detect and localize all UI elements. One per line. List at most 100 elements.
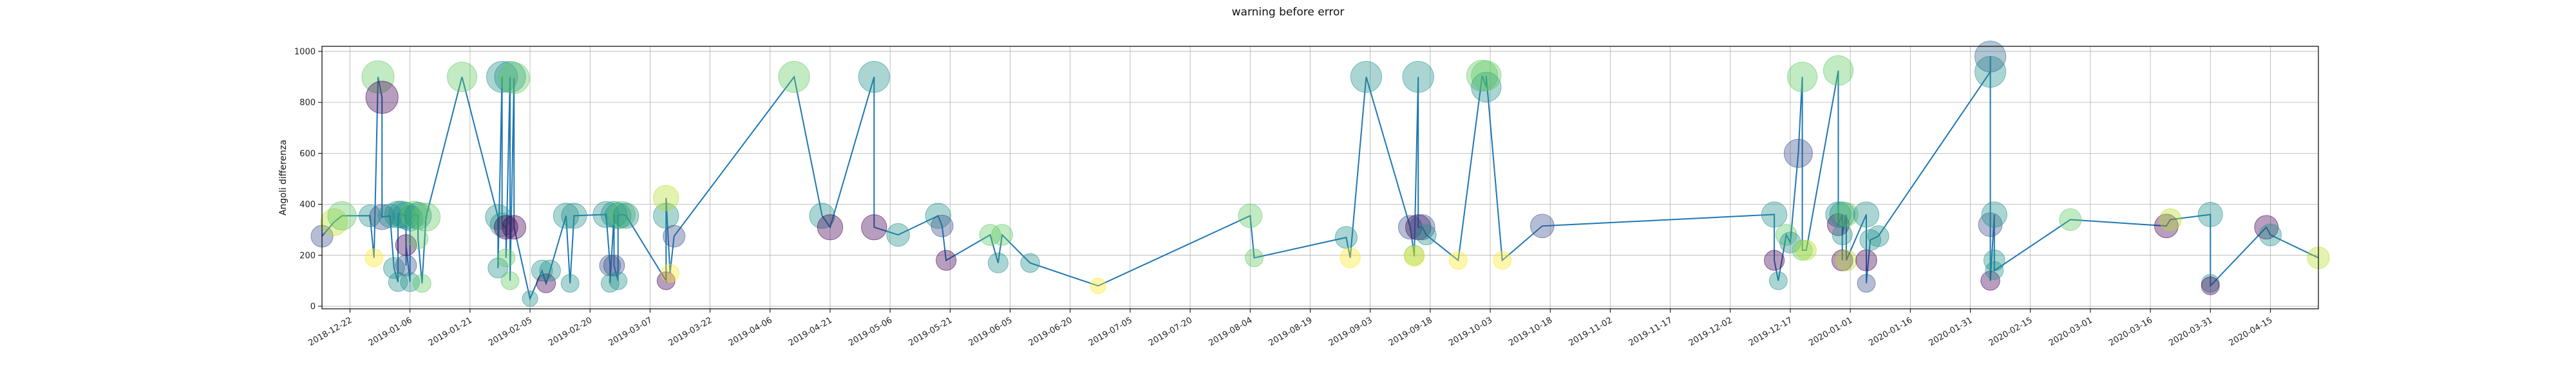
data-point — [1985, 261, 2004, 280]
data-point — [1471, 71, 1502, 102]
data-point — [1238, 203, 1263, 228]
plot-area-frame — [321, 46, 2319, 309]
data-point — [361, 60, 395, 94]
data-point — [1775, 224, 1797, 246]
data-point — [1835, 249, 1857, 271]
data-point — [1466, 59, 1499, 92]
data-point — [489, 212, 515, 237]
data-point — [2154, 214, 2179, 239]
data-point — [931, 214, 954, 237]
data-point — [1493, 251, 1512, 270]
data-point — [404, 202, 432, 230]
data-point — [400, 272, 420, 292]
data-point — [1834, 202, 1859, 227]
data-point — [1825, 201, 1852, 228]
data-point — [502, 215, 527, 240]
data-point — [1416, 225, 1437, 246]
y-tick-label: 0 — [310, 302, 316, 312]
data-point — [408, 228, 429, 250]
data-point — [412, 202, 441, 232]
data-point — [661, 264, 679, 282]
chart-title: warning before error — [1232, 6, 1345, 19]
data-point — [1857, 273, 1876, 293]
data-point — [778, 60, 810, 93]
data-point — [359, 204, 382, 227]
data-point — [592, 201, 620, 228]
data-point — [522, 290, 538, 307]
data-point — [1764, 250, 1785, 271]
data-point — [1981, 201, 2007, 228]
data-point — [979, 224, 1001, 246]
data-point — [2201, 273, 2220, 293]
y-tick-label: 200 — [299, 251, 316, 261]
data-point — [539, 259, 561, 282]
data-point — [991, 224, 1013, 246]
data-point — [1334, 226, 1358, 249]
data-point — [1768, 271, 1788, 290]
data-point — [497, 248, 516, 268]
data-point — [395, 234, 417, 256]
data-point — [600, 273, 620, 293]
data-point — [1530, 214, 1555, 239]
data-point — [2159, 208, 2182, 231]
data-point — [1867, 225, 1889, 247]
data-point — [397, 205, 423, 232]
data-point — [1020, 253, 1040, 273]
data-point — [1402, 60, 1434, 93]
data-point — [498, 62, 530, 95]
data-point — [1448, 251, 1468, 270]
data-point — [1826, 213, 1850, 236]
data-point — [2259, 223, 2282, 246]
data-point — [2201, 276, 2220, 295]
grid — [322, 46, 2318, 309]
data-point — [1405, 214, 1432, 241]
data-point — [2197, 201, 2223, 227]
data-point — [1983, 249, 2005, 271]
data-point — [858, 60, 890, 93]
scatter-points — [310, 41, 2330, 307]
data-point — [1090, 277, 1106, 294]
data-point — [1823, 55, 1854, 86]
data-point — [861, 214, 887, 241]
data-point — [493, 215, 518, 240]
data-point — [494, 60, 526, 93]
data-point — [663, 225, 686, 248]
data-point — [1787, 61, 1818, 93]
data-point — [609, 271, 628, 290]
data-point — [1832, 225, 1853, 246]
data-point — [412, 273, 431, 293]
data-point — [1471, 60, 1502, 91]
data-point — [1340, 247, 1361, 268]
data-point — [1350, 60, 1383, 93]
data-point — [1779, 232, 1801, 253]
data-point — [653, 185, 679, 211]
data-point — [553, 203, 580, 229]
data-point — [603, 254, 625, 277]
data-point — [561, 203, 587, 229]
data-point — [500, 271, 520, 290]
y-tick-label: 400 — [299, 200, 316, 210]
y-tick-label: 800 — [299, 98, 316, 108]
data-point — [536, 273, 556, 293]
data-point — [1783, 138, 1813, 168]
data-point — [936, 250, 957, 271]
data-point — [987, 252, 1009, 273]
data-point — [395, 254, 417, 277]
data-point — [1761, 201, 1788, 228]
data-point — [320, 208, 348, 236]
data-point — [1974, 41, 2007, 73]
data-point — [486, 60, 518, 93]
data-point — [1245, 248, 1264, 268]
data-point — [1403, 246, 1425, 267]
series-line-path — [321, 56, 2319, 301]
data-point — [886, 223, 910, 247]
data-point — [488, 257, 509, 279]
data-point — [365, 248, 384, 268]
y-axis: 0 200 400 600 800 1000 — [294, 47, 322, 312]
data-point — [817, 214, 844, 241]
data-point — [1980, 271, 2000, 291]
data-point — [560, 273, 580, 293]
data-point — [531, 259, 553, 282]
